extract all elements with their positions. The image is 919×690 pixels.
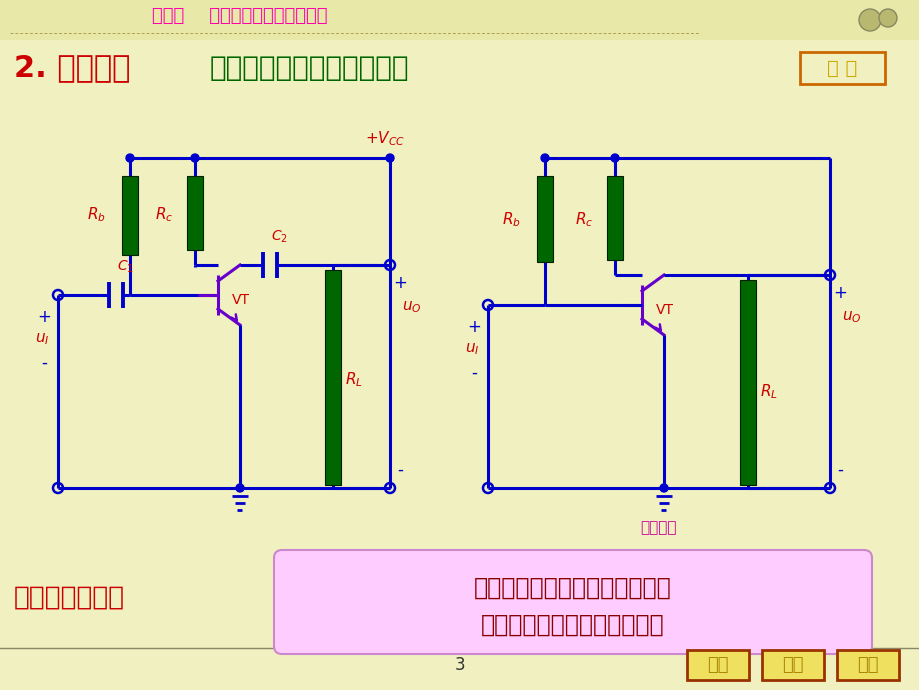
Text: 电感和理想电流源相当于开路: 电感和理想电流源相当于开路 bbox=[481, 613, 664, 637]
Circle shape bbox=[386, 154, 393, 162]
Text: $C_1$: $C_1$ bbox=[117, 259, 134, 275]
Text: $u_O$: $u_O$ bbox=[402, 299, 421, 315]
Bar bbox=[739, 280, 755, 485]
Text: +: + bbox=[467, 318, 481, 336]
Text: +: + bbox=[37, 308, 51, 326]
Text: 在交流通路中：: 在交流通路中： bbox=[14, 585, 125, 611]
Text: $R_b$: $R_b$ bbox=[87, 206, 106, 224]
Text: $R_c$: $R_c$ bbox=[154, 206, 173, 224]
Text: 上页: 上页 bbox=[707, 656, 728, 674]
Text: 下页: 下页 bbox=[781, 656, 803, 674]
Text: -: - bbox=[471, 364, 476, 382]
Circle shape bbox=[858, 9, 880, 31]
Text: $R_b$: $R_b$ bbox=[502, 210, 520, 229]
Circle shape bbox=[540, 154, 549, 162]
Text: $R_c$: $R_c$ bbox=[574, 210, 593, 229]
Text: 3: 3 bbox=[454, 656, 465, 674]
Text: 用于放大电路的动态分析。: 用于放大电路的动态分析。 bbox=[210, 54, 409, 82]
Bar bbox=[686, 650, 748, 680]
Bar bbox=[324, 270, 341, 485]
Bar bbox=[122, 176, 138, 255]
Text: 首页: 首页 bbox=[857, 656, 878, 674]
Text: 第三节    放大电路的基本分析方法: 第三节 放大电路的基本分析方法 bbox=[152, 7, 327, 25]
Bar bbox=[761, 650, 823, 680]
Circle shape bbox=[610, 154, 618, 162]
Bar bbox=[836, 650, 898, 680]
Text: 2. 交流通路: 2. 交流通路 bbox=[14, 54, 130, 83]
Text: $R_L$: $R_L$ bbox=[759, 383, 777, 402]
Text: -: - bbox=[397, 461, 403, 479]
Text: 大电容和理想电压源相当于短路: 大电容和理想电压源相当于短路 bbox=[473, 576, 671, 600]
FancyBboxPatch shape bbox=[800, 52, 884, 84]
Text: $+V_{CC}$: $+V_{CC}$ bbox=[365, 129, 404, 148]
Text: $u_I$: $u_I$ bbox=[35, 331, 50, 347]
Bar bbox=[607, 176, 622, 260]
Text: 交流通路: 交流通路 bbox=[640, 520, 676, 535]
Circle shape bbox=[191, 154, 199, 162]
Text: +: + bbox=[833, 284, 846, 302]
Text: 动 画: 动 画 bbox=[826, 59, 857, 77]
Circle shape bbox=[236, 484, 244, 492]
Text: $C_2$: $C_2$ bbox=[271, 228, 288, 245]
Text: VT: VT bbox=[232, 293, 250, 307]
Text: $u_I$: $u_I$ bbox=[464, 341, 479, 357]
Bar bbox=[0, 0, 919, 40]
Bar bbox=[187, 176, 203, 250]
Text: +: + bbox=[392, 274, 406, 292]
Text: -: - bbox=[41, 354, 47, 372]
Text: $R_L$: $R_L$ bbox=[345, 371, 362, 389]
Circle shape bbox=[126, 154, 134, 162]
Text: VT: VT bbox=[655, 303, 674, 317]
Text: -: - bbox=[836, 461, 842, 479]
FancyBboxPatch shape bbox=[274, 550, 871, 654]
Circle shape bbox=[659, 484, 667, 492]
Bar bbox=[537, 176, 552, 262]
Text: $u_O$: $u_O$ bbox=[841, 309, 861, 325]
Circle shape bbox=[878, 9, 896, 27]
